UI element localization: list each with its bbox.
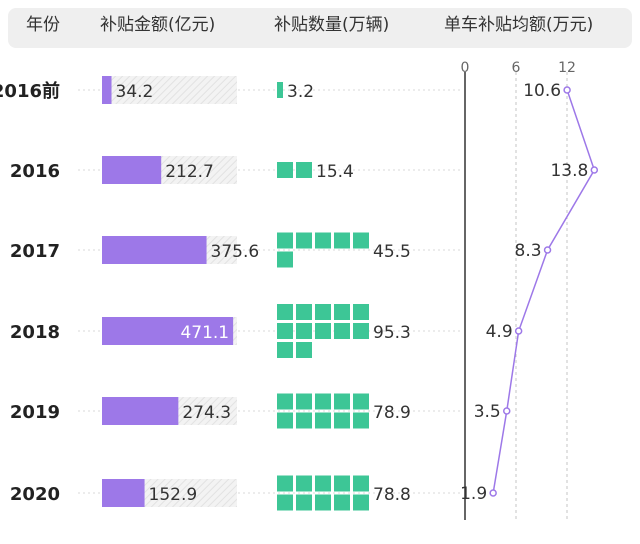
vehicle-block: [277, 323, 293, 339]
vehicle-block: [353, 323, 369, 339]
vehicle-count-label: 78.8: [373, 485, 411, 505]
header-vehicle-count: 补贴数量(万辆): [274, 15, 390, 35]
vehicle-count-label: 15.4: [316, 162, 354, 182]
vehicle-block: [277, 475, 293, 492]
vehicle-block: [315, 393, 331, 410]
vehicle-block: [315, 412, 331, 429]
vehicle-block: [334, 475, 350, 492]
header-subsidy-amount: 补贴金额(亿元): [100, 15, 216, 35]
vehicle-block: [334, 494, 350, 511]
per-vehicle-point: [590, 166, 599, 174]
vehicle-block: [296, 342, 312, 358]
vehicle-block: [277, 232, 293, 249]
vehicle-block: [277, 251, 293, 268]
per-vehicle-value-label: 1.9: [460, 484, 487, 504]
vehicle-block: [277, 342, 293, 358]
year-label: 2020: [10, 484, 60, 505]
vehicle-block: [277, 304, 293, 320]
year-label: 2018: [10, 322, 60, 343]
vehicle-block: [315, 475, 331, 492]
subsidy-value-label: 375.6: [211, 242, 260, 262]
vehicle-block: [296, 304, 312, 320]
subsidy-bar: [102, 76, 112, 104]
per-vehicle-value-label: 10.6: [523, 81, 561, 101]
vehicle-block: [315, 304, 331, 320]
vehicle-block: [277, 162, 293, 178]
vehicle-block: [353, 412, 369, 429]
year-label: 2019: [10, 402, 60, 423]
per-vehicle-tick-label: 12: [558, 60, 576, 76]
vehicle-block: [353, 475, 369, 492]
vehicle-block: [296, 323, 312, 339]
vehicle-block: [277, 494, 293, 511]
subsidy-value-label: 212.7: [165, 162, 214, 182]
per-vehicle-value-label: 4.9: [486, 322, 513, 342]
header-bar: [8, 8, 632, 48]
vehicle-block: [277, 393, 293, 410]
per-vehicle-point: [543, 246, 552, 254]
vehicle-block: [296, 393, 312, 410]
year-label: 2016: [10, 161, 60, 182]
subsidy-value-label: 34.2: [116, 82, 154, 102]
per-vehicle-line: [492, 89, 596, 494]
vehicle-block: [315, 494, 331, 511]
vehicle-block: [296, 475, 312, 492]
subsidy-bar: [102, 317, 234, 345]
vehicle-block: [296, 232, 312, 249]
per-vehicle-tick-label: 0: [461, 60, 470, 76]
vehicle-block: [296, 162, 312, 178]
subsidy-bar: [102, 236, 207, 264]
subsidy-bar: [102, 156, 162, 184]
header-per-vehicle-subsidy: 单车补贴均额(万元): [444, 15, 594, 35]
per-vehicle-value-label: 3.5: [474, 402, 501, 422]
subsidy-value-label: 152.9: [149, 485, 198, 505]
vehicle-block: [315, 323, 331, 339]
vehicle-block: [334, 323, 350, 339]
subsidy-bar: [102, 397, 179, 425]
vehicle-block: [315, 232, 331, 249]
per-vehicle-value-label: 13.8: [550, 161, 588, 181]
vehicle-block: [296, 494, 312, 511]
vehicle-block: [353, 232, 369, 249]
per-vehicle-point: [514, 327, 523, 335]
vehicle-block: [334, 412, 350, 429]
vehicle-block: [334, 304, 350, 320]
vehicle-block: [353, 304, 369, 320]
vehicle-count-label: 45.5: [373, 242, 411, 262]
subsidy-bar-track: [102, 76, 237, 104]
vehicle-block: [334, 232, 350, 249]
vehicle-block: [277, 82, 283, 98]
header-year: 年份: [26, 15, 60, 35]
vehicle-count-label: 78.9: [373, 403, 411, 423]
year-label: 2017: [10, 241, 60, 262]
per-vehicle-point: [489, 489, 497, 497]
subsidy-value-label: 471.1: [180, 323, 229, 343]
per-vehicle-point: [503, 407, 511, 415]
subsidy-value-label: 274.3: [182, 403, 231, 423]
vehicle-block: [334, 393, 350, 410]
vehicle-count-label: 95.3: [373, 323, 411, 343]
vehicle-block: [353, 494, 369, 511]
per-vehicle-point: [563, 86, 571, 94]
vehicle-count-label: 3.2: [287, 82, 314, 102]
vehicle-block: [296, 412, 312, 429]
vehicle-block: [277, 412, 293, 429]
subsidy-bar: [102, 479, 145, 507]
vehicle-block: [353, 393, 369, 410]
per-vehicle-value-label: 8.3: [515, 241, 542, 261]
per-vehicle-tick-label: 6: [512, 60, 521, 76]
